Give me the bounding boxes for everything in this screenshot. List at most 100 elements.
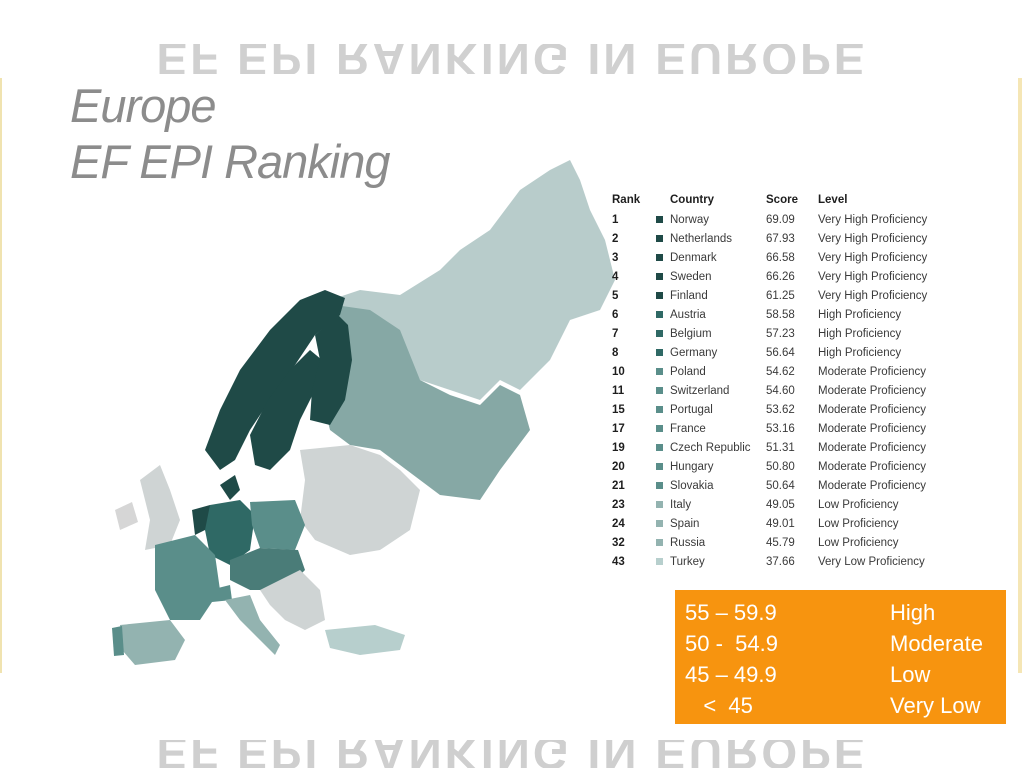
header-country: Country	[670, 194, 715, 206]
level-cell: Moderate Proficiency	[818, 460, 927, 473]
swatch-cell	[654, 438, 670, 457]
rank-cell: 19	[612, 441, 625, 454]
score-cell: 49.01	[766, 517, 795, 530]
table-row: 15 Portugal 53.62 Moderate Proficiency	[612, 400, 927, 419]
title-line-1: Europe	[70, 79, 217, 132]
swatch-cell	[654, 400, 670, 419]
level-cell: Low Proficiency	[818, 498, 899, 511]
country-color-swatch	[656, 424, 663, 432]
ranking-table-header: Rank Country Score Level	[612, 193, 927, 210]
title-line-2: EF EPI Ranking	[70, 135, 391, 188]
rank-cell: 4	[612, 270, 619, 283]
country-cell: Portugal	[670, 403, 713, 416]
score-cell: 66.58	[766, 251, 795, 264]
swatch-cell	[654, 514, 670, 533]
level-cell: Very High Proficiency	[818, 251, 928, 264]
score-cell: 66.26	[766, 270, 795, 283]
country-cell: Spain	[670, 517, 700, 530]
score-cell: 51.31	[766, 441, 795, 454]
table-row: 6 Austria 58.58 High Proficiency	[612, 305, 927, 324]
level-cell: Low Proficiency	[818, 517, 899, 530]
country-cell: Turkey	[670, 555, 705, 568]
swatch-cell	[654, 343, 670, 362]
country-color-swatch	[656, 500, 663, 508]
level-cell: High Proficiency	[818, 346, 902, 359]
country-cell: Russia	[670, 536, 706, 549]
level-cell: Very High Proficiency	[818, 270, 928, 283]
score-cell: 45.79	[766, 536, 795, 549]
region-france	[155, 535, 220, 620]
country-cell: Germany	[670, 346, 718, 359]
region-germany	[205, 500, 255, 565]
slide-title: Europe EF EPI Ranking	[70, 78, 490, 190]
score-cell: 58.58	[766, 308, 795, 321]
score-cell: 50.80	[766, 460, 795, 473]
swatch-cell	[654, 229, 670, 248]
region-switzerland	[210, 585, 232, 602]
country-color-swatch	[656, 386, 663, 394]
table-row: 1 Norway 69.09 Very High Proficiency	[612, 210, 927, 229]
country-color-swatch	[656, 367, 663, 375]
rank-cell: 17	[612, 422, 625, 435]
swatch-cell	[654, 533, 670, 552]
table-row: 2 Netherlands 67.93 Very High Proficiency	[612, 229, 927, 248]
region-spain	[120, 620, 185, 665]
region-poland	[250, 500, 305, 550]
region-uk	[140, 465, 180, 550]
score-cell: 53.62	[766, 403, 795, 416]
swatch-cell	[654, 552, 670, 571]
header-swatch	[654, 193, 670, 210]
country-cell: France	[670, 422, 706, 435]
swatch-cell	[654, 381, 670, 400]
table-row: 24 Spain 49.01 Low Proficiency	[612, 514, 927, 533]
level-cell: High Proficiency	[818, 327, 902, 340]
swatch-cell	[654, 476, 670, 495]
country-color-swatch	[656, 291, 663, 299]
table-row: 21 Slovakia 50.64 Moderate Proficiency	[612, 476, 927, 495]
legend-label: Low	[890, 662, 931, 687]
table-row: 19 Czech Republic 51.31 Moderate Proficienc…	[612, 438, 927, 457]
country-cell: Finland	[670, 289, 708, 302]
rank-cell: 6	[612, 308, 619, 321]
level-cell: Moderate Proficiency	[818, 365, 927, 378]
country-color-swatch	[656, 557, 663, 565]
left-accent-rule	[0, 78, 2, 673]
country-color-swatch	[656, 215, 663, 223]
level-cell: Very Low Proficiency	[818, 555, 925, 568]
header-score: Score	[766, 194, 798, 206]
table-row: 10 Poland 54.62 Moderate Proficiency	[612, 362, 927, 381]
table-row: 8 Germany 56.64 High Proficiency	[612, 343, 927, 362]
score-cell: 54.60	[766, 384, 795, 397]
country-cell: Netherlands	[670, 232, 733, 245]
score-cell: 56.64	[766, 346, 795, 359]
rank-cell: 2	[612, 232, 619, 245]
table-row: 4 Sweden 66.26 Very High Proficiency	[612, 267, 927, 286]
country-color-swatch	[656, 462, 663, 470]
country-color-swatch	[656, 405, 663, 413]
table-row: 5 Finland 61.25 Very High Proficiency	[612, 286, 927, 305]
table-row: 7 Belgium 57.23 High Proficiency	[612, 324, 927, 343]
score-cell: 53.16	[766, 422, 795, 435]
legend-range: < 45	[685, 693, 753, 718]
level-cell: Very High Proficiency	[818, 232, 928, 245]
region-eastern-europe	[300, 445, 420, 555]
table-row: 32 Russia 45.79 Low Proficiency	[612, 533, 927, 552]
header-rank: Rank	[612, 194, 641, 206]
country-color-swatch	[656, 481, 663, 489]
score-cell: 54.62	[766, 365, 795, 378]
ghost-heading-bottom: EF EPI RANKING IN EUROPE	[156, 740, 868, 768]
rank-cell: 15	[612, 403, 625, 416]
country-color-swatch	[656, 329, 663, 337]
country-cell: Norway	[670, 213, 709, 226]
rank-cell: 43	[612, 555, 625, 568]
rank-cell: 11	[612, 384, 625, 397]
score-cell: 50.64	[766, 479, 795, 492]
rank-cell: 32	[612, 536, 625, 549]
country-color-swatch	[656, 272, 663, 280]
country-color-swatch	[656, 234, 663, 242]
score-cell: 69.09	[766, 213, 795, 226]
country-cell: Austria	[670, 308, 706, 321]
region-portugal	[112, 626, 124, 656]
country-color-swatch	[656, 443, 663, 451]
table-row: 11 Switzerland 54.60 Moderate Proficiency	[612, 381, 927, 400]
